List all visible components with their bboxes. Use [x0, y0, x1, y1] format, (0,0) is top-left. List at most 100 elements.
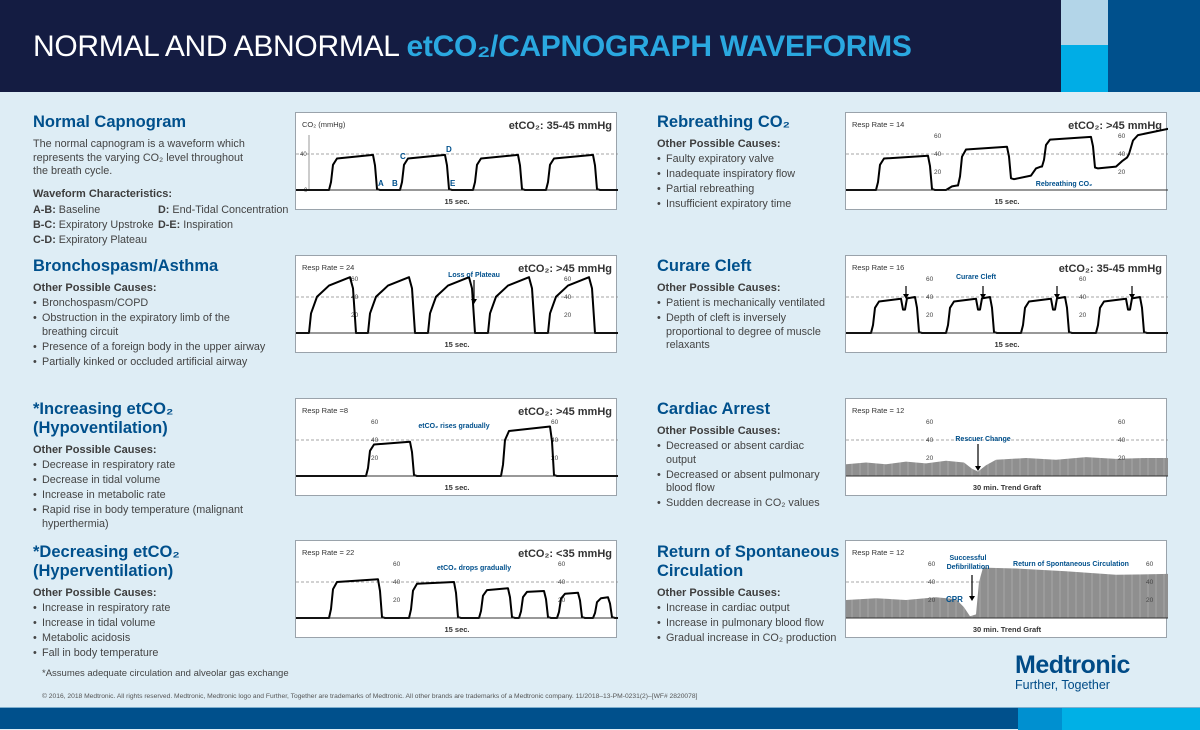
axis-label-40: 40 — [926, 294, 934, 301]
characteristic: D-E: Inspiration — [158, 218, 234, 231]
waveform-svg: Resp Rate =8 etCO₂: >45 mmHg6040206040201… — [296, 406, 618, 492]
etco2-range-label: etCO₂: >45 mmHg — [518, 263, 612, 275]
header-accent-cyan — [1061, 45, 1108, 92]
axis-label-60: 60 — [351, 276, 359, 283]
panel-description: The normal capnogram is a waveform which… — [33, 138, 245, 177]
axis-label-20: 20 — [926, 455, 934, 462]
cause-item: Presence of a foreign body in the upper … — [33, 341, 268, 355]
copyright: © 2016, 2018 Medtronic. All rights reser… — [42, 693, 698, 700]
panel-title: Cardiac Arrest — [657, 400, 771, 418]
panel-title: Bronchospasm/Asthma — [33, 257, 219, 275]
annotation-defibrillation: Defibrillation — [947, 564, 990, 571]
trend-area — [846, 567, 1168, 618]
axis-label: 40 — [300, 152, 307, 158]
cause-item: Insufficient expiratory time — [657, 198, 837, 212]
arrow-down-icon — [903, 294, 909, 299]
axis-label-40: 40 — [926, 437, 934, 444]
axis-label-60: 60 — [926, 276, 934, 283]
chart-decreasing-etco-hyperventilation: Resp Rate = 22 etCO₂: <35 mmHg 60 40 20 60 40 2… — [295, 540, 618, 638]
causes-list: Decrease in respiratory rateDecrease in … — [33, 459, 268, 531]
annotation-loss-of-plateau: Loss of Plateau — [448, 272, 500, 279]
axis-label-20: 20 — [926, 312, 934, 319]
causes-title: Other Possible Causes: — [657, 138, 781, 150]
annotation-rises-gradually: etCO₂ rises gradually — [418, 423, 489, 430]
axis-label-60: 60 — [934, 133, 942, 140]
panel-title: Normal Capnogram — [33, 113, 187, 131]
panel-return-of-spontaneous-circulation: Return of Spontaneous Circulation Other … — [657, 543, 842, 647]
footnote: *Assumes adequate circulation and alveol… — [42, 668, 289, 679]
arrow-down-icon — [471, 299, 477, 304]
chart-cardiac-arrest: Resp Rate = 12 60 40 20 60 40 20 30 min. Trend … — [845, 398, 1168, 496]
page-title: NORMAL AND ABNORMAL etCO₂/CAPNOGRAPH WAV… — [33, 30, 912, 64]
annotation-successful: Successful — [950, 555, 987, 562]
footer-accent-cyan — [1062, 708, 1200, 730]
characteristic: A-B: Baseline — [33, 203, 101, 216]
cause-item: Metabolic acidosis — [33, 632, 268, 646]
annotation-e: E — [450, 179, 456, 188]
axis-label-60: 60 — [1118, 419, 1126, 426]
characteristics-title: Waveform Characteristics: — [33, 187, 172, 200]
axis-label-20: 20 — [1079, 312, 1087, 319]
cause-item: Inadequate inspiratory flow — [657, 168, 837, 182]
causes-title: Other Possible Causes: — [33, 444, 157, 456]
arrow-down-icon — [1054, 294, 1060, 299]
chart-left-label: Resp Rate =8 — [302, 406, 348, 415]
cause-item: Decreased or absent cardiac output — [657, 440, 837, 467]
time-scale-label: 15 sec. — [444, 197, 469, 206]
capnogram-waveform — [846, 127, 1168, 191]
cause-item: Decreased or absent pulmonary blood flow — [657, 469, 837, 496]
capnogram-waveform — [296, 153, 618, 191]
panel-decreasing-etco-hyperventilation: *Decreasing etCO₂ (Hyperventilation) Oth… — [33, 543, 303, 662]
etco2-range-label: etCO₂: >45 mmHg — [518, 406, 612, 418]
logo-tagline: Further, Together — [1015, 678, 1110, 692]
axis-label-20: 20 — [928, 597, 936, 604]
causes-list: Increase in cardiac outputIncrease in pu… — [657, 602, 837, 646]
axis-label-40: 40 — [351, 294, 359, 301]
causes-list: Faulty expiratory valveInadequate inspir… — [657, 153, 837, 212]
panel-normal-capnogram: Normal Capnogram The normal capnogram is… — [33, 113, 303, 248]
cause-item: Patient is mechanically ventilated — [657, 297, 837, 311]
axis-label-40: 40 — [1118, 437, 1126, 444]
axis-label-60: 60 — [1146, 561, 1154, 568]
causes-list: Decreased or absent cardiac outputDecrea… — [657, 440, 837, 511]
arrow-down-icon — [969, 596, 975, 601]
chart-left-label: CO₂ (mmHg) — [302, 120, 346, 129]
cause-item: Increase in cardiac output — [657, 602, 837, 616]
axis-label-40: 40 — [371, 437, 379, 444]
panel-title: Curare Cleft — [657, 257, 752, 275]
waveform-svg: Resp Rate = 16 etCO₂: 35-45 mmHg604020604… — [846, 263, 1168, 349]
characteristic: D: End-Tidal Concentration — [158, 203, 289, 216]
chart-normal-capnogram: CO₂ (mmHg) etCO₂: 35-45 mmHg 40 0 15 sec. A B C… — [295, 112, 618, 210]
axis-label-20: 20 — [564, 312, 572, 319]
chart-increasing-etco-hypoventilation: Resp Rate =8 etCO₂: >45 mmHg 60 40 20 60 40 20 1… — [295, 398, 618, 496]
waveform-svg: Resp Rate = 24 etCO₂: >45 mmHg60402060402… — [296, 263, 618, 349]
axis-label-20: 20 — [1146, 597, 1154, 604]
waveform-svg: Resp Rate = 12 60 40 20 60 40 20 30 min. Trend … — [846, 548, 1168, 634]
cause-item: Rapid rise in body temperature (malignan… — [33, 504, 268, 531]
characteristic: B-C: Expiratory Upstroke — [33, 218, 154, 231]
title-plain: NORMAL AND ABNORMAL — [33, 30, 407, 63]
cause-item: Bronchospasm/COPD — [33, 297, 268, 311]
causes-title: Other Possible Causes: — [657, 425, 781, 437]
cause-item: Decrease in respiratory rate — [33, 459, 268, 473]
time-scale-label: 15 sec. — [994, 340, 1019, 349]
trend-area — [846, 457, 1168, 476]
annotation-b: B — [392, 179, 398, 188]
etco2-range-label: etCO₂: 35-45 mmHg — [1059, 263, 1162, 275]
axis-label-40: 40 — [558, 579, 566, 586]
chart-rebreathing-co: Resp Rate = 14 etCO₂: >45 mmHg 60 40 20 60 40 2… — [845, 112, 1168, 210]
panel-title: Rebreathing CO₂ — [657, 113, 790, 131]
waveform-svg: Resp Rate = 12 60 40 20 60 40 20 30 min. Trend … — [846, 406, 1168, 492]
panel-title: *Decreasing etCO₂ (Hyperventilation) — [33, 543, 180, 580]
cause-item: Increase in metabolic rate — [33, 489, 268, 503]
axis-label-20: 20 — [934, 169, 942, 176]
causes-title: Other Possible Causes: — [33, 282, 157, 294]
capnogram-waveform — [846, 296, 1168, 334]
causes-list: Bronchospasm/COPDObstruction in the expi… — [33, 297, 268, 369]
axis-label-20: 20 — [551, 455, 559, 462]
causes-title: Other Possible Causes: — [657, 587, 781, 599]
capnogram-waveform — [296, 276, 618, 334]
causes-list: Patient is mechanically ventilatedDepth … — [657, 297, 837, 353]
axis-label-60: 60 — [928, 561, 936, 568]
